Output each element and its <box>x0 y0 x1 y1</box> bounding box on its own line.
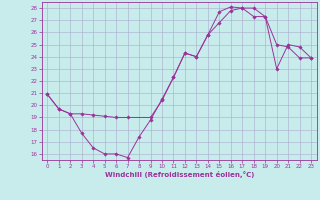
X-axis label: Windchill (Refroidissement éolien,°C): Windchill (Refroidissement éolien,°C) <box>105 171 254 178</box>
